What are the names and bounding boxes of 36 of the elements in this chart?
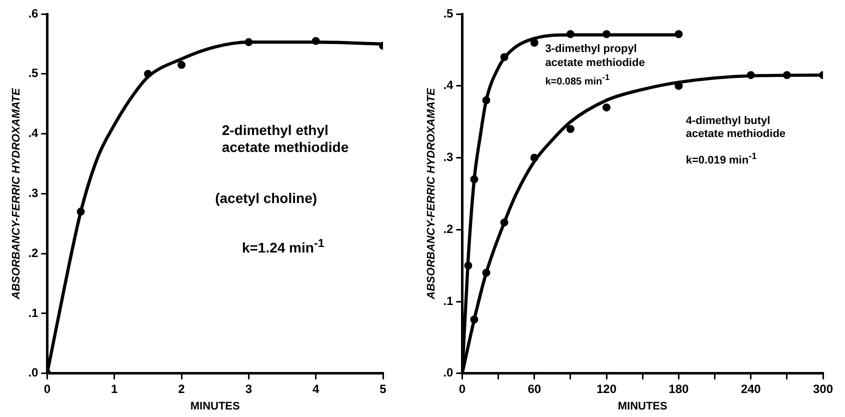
- annotation: 2-dimethyl ethyl acetate methiodide: [222, 122, 350, 157]
- y-tick-label: .3: [443, 150, 454, 164]
- x-tick-label: 2: [178, 382, 186, 396]
- y-tick-label: .1: [443, 294, 454, 308]
- x-tick-label: 180: [668, 382, 690, 396]
- y-tick-label: .2: [28, 246, 39, 260]
- x-tick-label: 0: [44, 382, 51, 396]
- x-tick-label: 4: [312, 382, 320, 396]
- annotation: k=0.085 min$^{-1}$: [545, 72, 611, 88]
- annotation: 4-dimethyl butyl acetate methiodide: [686, 114, 787, 142]
- x-tick-label: 0: [458, 382, 466, 396]
- y-tick-label: .4: [28, 126, 39, 140]
- y-tick-label: .5: [443, 6, 454, 20]
- x-tick-label: 5: [380, 382, 387, 396]
- x-tick-label: 300: [812, 382, 834, 396]
- y-tick-label: .3: [28, 186, 39, 200]
- x-tick-label: 1: [111, 382, 118, 396]
- x-tick-label: 60: [528, 382, 542, 396]
- annotation: k=0.019 min$^{-1}$: [686, 150, 758, 168]
- x-tick-label: 120: [596, 382, 617, 396]
- y-tick-label: .0: [28, 366, 39, 380]
- x-axis-title: MINUTES: [190, 400, 240, 412]
- x-tick-label: 240: [740, 382, 762, 396]
- annotation: k=1.24 min$^{-1}$: [242, 236, 326, 257]
- y-axis-title: ABSORBANCY-FERRIC HYDROXAMATE: [10, 88, 23, 300]
- y-tick-label: .0: [443, 366, 454, 380]
- y-tick-label: .5: [28, 66, 39, 80]
- y-tick-label: .1: [28, 306, 39, 320]
- annotation: 3-dimethyl propyl acetate methiodide: [545, 42, 646, 70]
- x-axis-title: MINUTES: [618, 400, 668, 412]
- y-tick-label: .6: [28, 6, 39, 20]
- annotation: (acetyl choline): [215, 190, 318, 208]
- y-tick-label: .4: [443, 78, 454, 92]
- y-axis-title: ABSORBANCY-FERRIC HYDROXAMATE: [426, 88, 438, 300]
- y-tick-label: .2: [443, 222, 454, 236]
- x-tick-label: 3: [245, 382, 252, 396]
